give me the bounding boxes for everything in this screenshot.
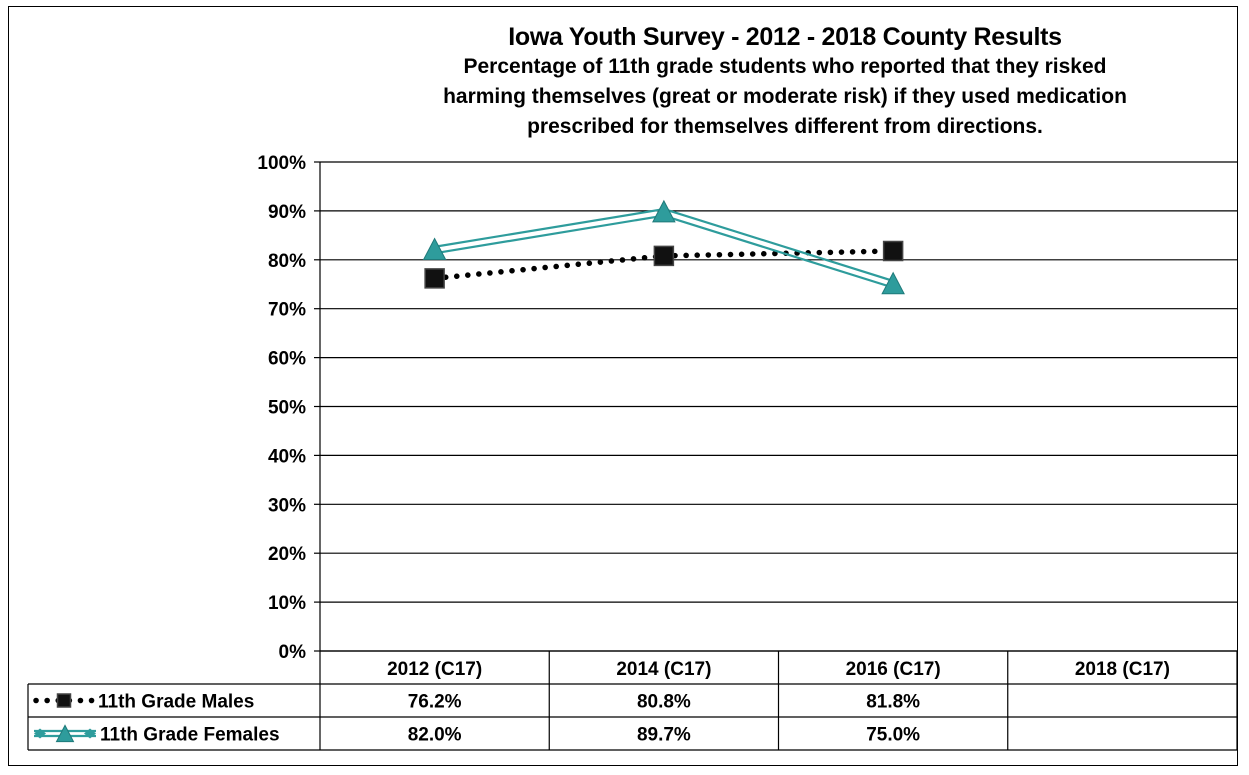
- y-tick-label: 30%: [268, 495, 306, 516]
- y-tick-label: 10%: [268, 593, 306, 614]
- legend-marker: [58, 694, 71, 707]
- y-tick-label: 80%: [268, 251, 306, 272]
- data-table: 2012 (C17) 2014 (C17) 2016 (C17) 2018 (C17)…: [28, 651, 1237, 750]
- data-table-value: 76.2%: [408, 692, 462, 713]
- legend-marker: [57, 725, 74, 741]
- x-category-label: 2016 (C17): [846, 659, 941, 680]
- y-tick-label: 50%: [268, 398, 306, 419]
- data-point-marker: [425, 269, 444, 288]
- table-row-males: 11th Grade Males 76.2% 80.8% 81.8%: [36, 692, 920, 713]
- x-category-label: 2018 (C17): [1075, 659, 1170, 680]
- data-table-value: 89.7%: [637, 725, 691, 746]
- series-males: [425, 241, 903, 287]
- y-axis-ticks: 0% 10% 20% 30% 40% 50% 60% 70% 80% 90% 100%: [257, 153, 320, 663]
- y-tick-label: 0%: [279, 642, 307, 663]
- data-point-marker: [884, 241, 903, 260]
- legend-series-name: 11th Grade Males: [98, 692, 254, 713]
- legend-key: [34, 725, 96, 741]
- y-tick-label: 70%: [268, 300, 306, 321]
- y-tick-label: 40%: [268, 446, 306, 467]
- x-category-label: 2014 (C17): [616, 659, 711, 680]
- data-point-marker: [654, 246, 673, 265]
- data-table-value: 75.0%: [866, 725, 920, 746]
- data-point-marker: [882, 273, 904, 294]
- data-table-value: 82.0%: [408, 725, 462, 746]
- y-tick-label: 100%: [257, 153, 306, 174]
- x-category-label: 2012 (C17): [387, 659, 482, 680]
- series-line-segment: [663, 215, 892, 287]
- y-tick-label: 60%: [268, 349, 306, 370]
- y-tick-label: 90%: [268, 202, 306, 223]
- legend-series-name: 11th Grade Females: [100, 725, 280, 746]
- data-point-marker: [424, 239, 446, 260]
- series-line-segment: [665, 209, 894, 281]
- series-line-segment: [434, 209, 663, 247]
- y-tick-label: 20%: [268, 544, 306, 565]
- table-row-females: 11th Grade Females 82.0% 89.7% 75.0%: [34, 725, 920, 746]
- data-table-value: 80.8%: [637, 692, 691, 713]
- gridlines: [320, 162, 1237, 651]
- legend-key: [36, 694, 94, 707]
- data-table-value: 81.8%: [866, 692, 920, 713]
- series-line-segment: [435, 216, 664, 254]
